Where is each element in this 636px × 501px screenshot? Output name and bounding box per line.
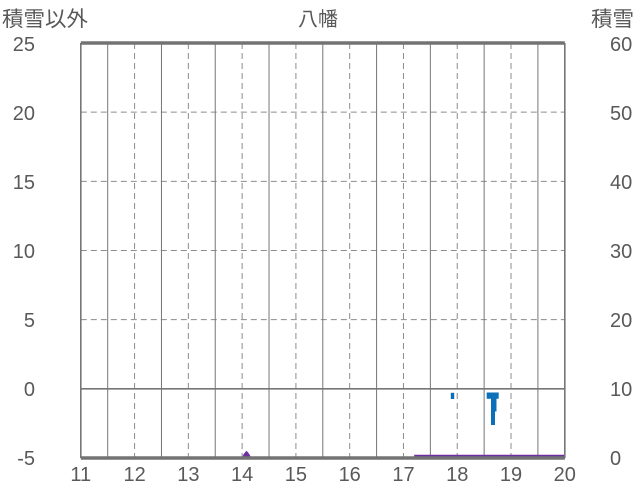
- svg-text:25: 25: [13, 34, 35, 56]
- svg-text:30: 30: [610, 241, 632, 263]
- svg-text:0: 0: [610, 448, 621, 470]
- svg-text:60: 60: [610, 34, 632, 56]
- svg-text:18: 18: [446, 464, 468, 486]
- svg-text:12: 12: [123, 464, 145, 486]
- svg-text:20: 20: [554, 464, 576, 486]
- svg-text:10: 10: [610, 379, 632, 401]
- svg-text:16: 16: [339, 464, 361, 486]
- svg-text:10: 10: [13, 241, 35, 263]
- svg-text:15: 15: [285, 464, 307, 486]
- svg-text:0: 0: [24, 379, 35, 401]
- svg-text:19: 19: [500, 464, 522, 486]
- svg-text:11: 11: [70, 464, 91, 486]
- svg-text:積雪: 積雪: [591, 8, 634, 32]
- svg-text:15: 15: [13, 172, 35, 194]
- svg-text:14: 14: [231, 464, 253, 486]
- svg-text:20: 20: [610, 310, 632, 332]
- svg-text:13: 13: [177, 464, 199, 486]
- svg-text:17: 17: [392, 464, 414, 486]
- svg-text:50: 50: [610, 103, 632, 125]
- svg-text:八幡: 八幡: [298, 9, 338, 31]
- svg-text:-5: -5: [17, 448, 35, 470]
- svg-text:20: 20: [13, 103, 35, 125]
- svg-text:5: 5: [24, 310, 35, 332]
- svg-text:積雪以外: 積雪以外: [2, 8, 89, 32]
- svg-text:40: 40: [610, 172, 632, 194]
